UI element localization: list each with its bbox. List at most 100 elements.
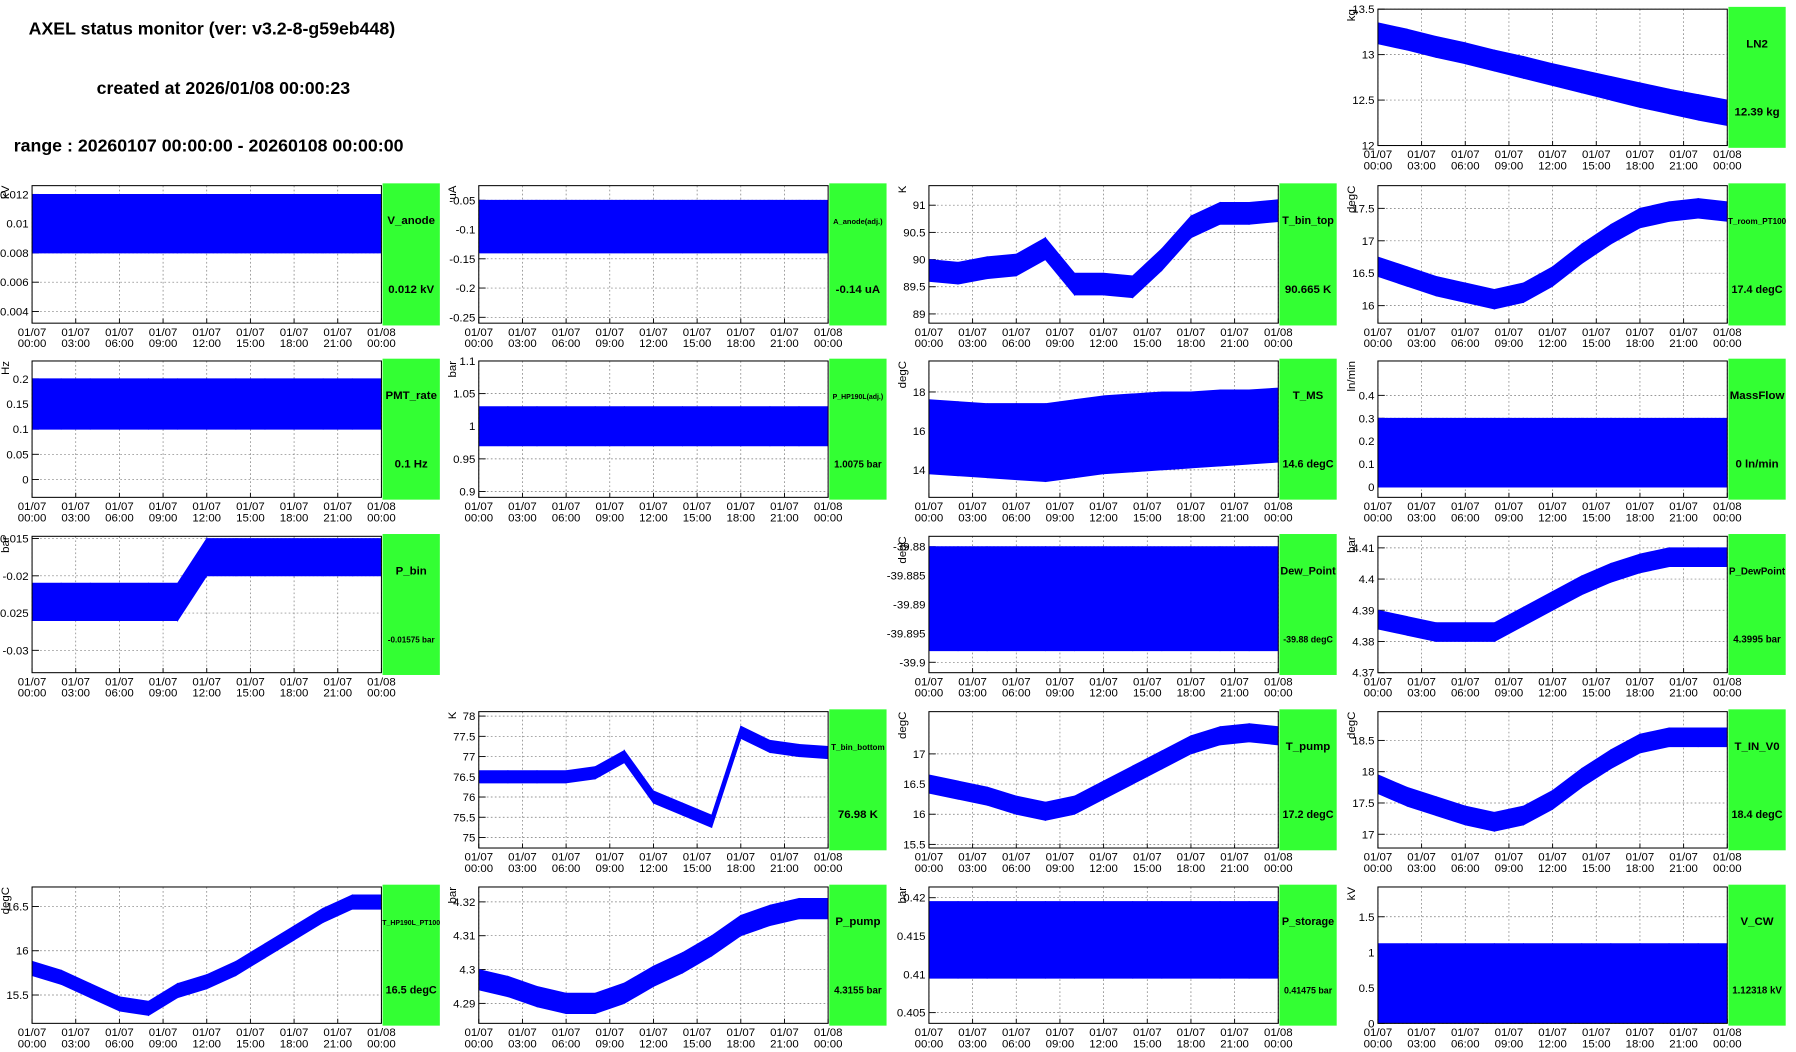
status-name: P_bin — [396, 565, 427, 577]
panel: 01/0700:0001/0703:0001/0706:0001/0709:00… — [897, 358, 1337, 524]
status-value: -0.14 uA — [836, 284, 880, 296]
x-tick-date: 01/07 — [1133, 327, 1162, 339]
x-tick-date: 01/07 — [508, 852, 537, 864]
band-segment — [1190, 389, 1221, 469]
x-tick-time: 21:00 — [1220, 338, 1249, 350]
panel: 01/0700:0001/0703:0001/0706:0001/0709:00… — [0, 884, 440, 1050]
panel: 01/0700:0001/0703:0001/0706:0001/0709:00… — [0, 183, 440, 350]
band-segment — [1015, 901, 1046, 979]
band-segment — [1697, 547, 1728, 568]
band-segment — [1435, 417, 1466, 488]
x-tick-time: 06:00 — [552, 1038, 581, 1050]
x-tick-time: 00:00 — [18, 688, 47, 700]
x-tick-date: 01/07 — [236, 1027, 265, 1039]
x-tick-date: 01/07 — [552, 327, 581, 339]
x-tick-time: 15:00 — [1133, 1038, 1162, 1050]
band-segment — [1493, 943, 1524, 1024]
x-tick-date: 01/07 — [149, 676, 178, 688]
x-tick-time: 00:00 — [814, 1038, 843, 1050]
status-name: MassFlow — [1730, 390, 1785, 402]
status-value: 90.665 K — [1285, 284, 1332, 296]
x-tick-date: 01/07 — [595, 852, 624, 864]
y-tick-label: 4.3 — [459, 965, 475, 977]
x-tick-date: 01/07 — [61, 1027, 90, 1039]
y-tick-label: 75.5 — [453, 812, 475, 824]
x-tick-date: 01/07 — [149, 501, 178, 513]
x-tick-date: 01/07 — [1407, 676, 1436, 688]
x-tick-date: 01/07 — [323, 676, 352, 688]
band-segment — [1103, 393, 1134, 475]
x-tick-time: 18:00 — [1626, 1038, 1655, 1050]
band-segment — [957, 546, 988, 652]
y-tick-label: 77 — [463, 752, 476, 764]
x-tick-time: 00:00 — [814, 512, 843, 524]
x-tick-date: 01/07 — [1582, 852, 1611, 864]
x-tick-time: 06:00 — [1002, 1038, 1031, 1050]
band-segment — [293, 193, 324, 254]
data-band — [928, 901, 1279, 979]
x-tick-date: 01/07 — [192, 1027, 221, 1039]
x-tick-date: 01/07 — [1538, 149, 1567, 161]
x-tick-time: 06:00 — [105, 688, 134, 700]
band-segment — [1248, 901, 1279, 979]
x-tick-time: 21:00 — [1220, 1038, 1249, 1050]
x-tick-date: 01/07 — [1133, 1027, 1162, 1039]
y-tick-label: -0.15 — [449, 254, 475, 266]
band-segment — [351, 193, 382, 254]
y-tick-label: -0.25 — [449, 312, 475, 324]
x-tick-date: 01/07 — [508, 1027, 537, 1039]
x-tick-date: 01/07 — [1626, 852, 1655, 864]
band-segment — [507, 199, 538, 254]
band-segment — [536, 770, 567, 784]
band-segment — [1044, 546, 1075, 652]
x-tick-time: 15:00 — [236, 338, 265, 350]
x-tick-date: 01/07 — [464, 852, 493, 864]
band-segment — [1697, 198, 1728, 222]
x-tick-time: 18:00 — [1626, 863, 1655, 875]
x-tick-time: 06:00 — [1002, 338, 1031, 350]
x-tick-time: 00:00 — [915, 512, 944, 524]
band-segment — [32, 193, 62, 254]
frame-border — [1377, 8, 1728, 147]
x-tick-time: 18:00 — [726, 338, 755, 350]
band-segment — [32, 582, 62, 621]
panel: 01/0700:0001/0703:0001/0706:0001/0709:00… — [1346, 4, 1786, 173]
status-box — [829, 358, 887, 500]
x-tick-date: 01/08 — [1713, 501, 1742, 513]
x-tick-time: 00:00 — [464, 338, 493, 350]
band-segment — [1464, 417, 1495, 488]
band-segment — [177, 378, 208, 430]
status-box — [829, 709, 887, 851]
y-tick-label: 90.5 — [903, 227, 925, 239]
x-tick-time: 00:00 — [915, 688, 944, 700]
status-value: 0.41475 bar — [1284, 985, 1333, 995]
y-tick-label: 4.38 — [1352, 636, 1374, 648]
x-tick-date: 01/07 — [464, 501, 493, 513]
y-tick-label: 4.32 — [453, 897, 475, 909]
frame-border — [478, 886, 829, 1024]
x-tick-time: 00:00 — [464, 863, 493, 875]
x-tick-date: 01/07 — [1002, 676, 1031, 688]
band-segment — [1190, 901, 1221, 979]
x-tick-time: 18:00 — [1626, 512, 1655, 524]
x-tick-date: 01/07 — [1495, 149, 1524, 161]
x-tick-date: 01/08 — [1264, 327, 1293, 339]
x-tick-date: 01/08 — [814, 852, 843, 864]
x-tick-date: 01/07 — [61, 676, 90, 688]
x-tick-date: 01/07 — [192, 676, 221, 688]
band-segment — [264, 538, 295, 577]
x-tick-time: 09:00 — [1495, 863, 1524, 875]
x-tick-time: 12:00 — [192, 338, 221, 350]
x-tick-time: 03:00 — [958, 688, 987, 700]
status-value: 12.39 kg — [1734, 107, 1779, 119]
band-segment — [682, 406, 713, 447]
x-tick-time: 00:00 — [1364, 1038, 1393, 1050]
x-tick-date: 01/07 — [508, 327, 537, 339]
panel: 01/0700:0001/0703:0001/0706:0001/0709:00… — [1346, 709, 1786, 875]
x-tick-date: 01/07 — [1177, 852, 1206, 864]
band-segment — [478, 406, 509, 447]
band-segment — [1248, 387, 1279, 465]
x-tick-time: 00:00 — [1364, 512, 1393, 524]
status-value: 4.3995 bar — [1733, 635, 1781, 646]
band-segment — [1493, 417, 1524, 488]
